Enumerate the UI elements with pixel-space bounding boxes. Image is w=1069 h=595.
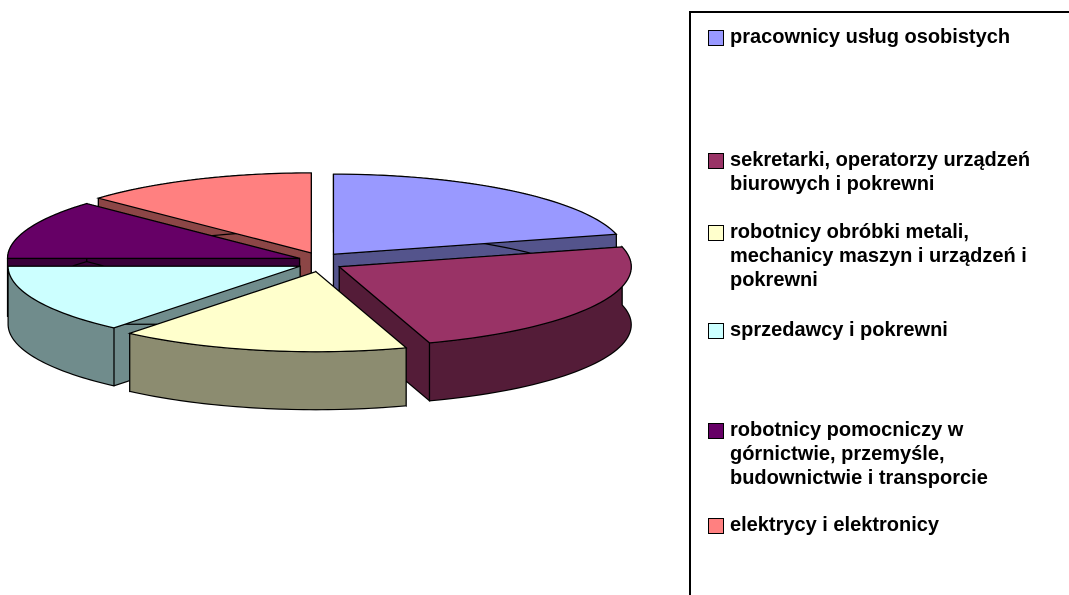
- legend-box: [689, 11, 1069, 595]
- legend-swatch: [708, 225, 724, 241]
- slice-top: [337, 246, 632, 344]
- slice: [127, 270, 408, 411]
- legend-swatch: [708, 30, 724, 46]
- slice-top: [7, 265, 301, 329]
- legend-entry: sekretarki, operatorzy urządzeń biurowyc…: [708, 148, 1068, 196]
- legend-label: sprzedawcy i pokrewni: [730, 319, 948, 341]
- legend-label: robotnicy obróbki metali, mechanicy masz…: [730, 221, 1027, 291]
- slice-top: [6, 202, 300, 259]
- legend-swatch: [708, 423, 724, 439]
- legend-label: elektrycy i elektronicy: [730, 514, 940, 536]
- legend-swatch: [708, 323, 724, 339]
- legend-entry: robotnicy pomocniczy w górnictwie, przem…: [708, 418, 1068, 490]
- slice-top: [127, 271, 408, 353]
- slice-top: [96, 172, 312, 254]
- legend-label: pracownicy usług osobistych: [730, 26, 1011, 48]
- legend-entry: sprzedawcy i pokrewni: [708, 318, 1068, 342]
- legend-swatch: [708, 153, 724, 169]
- legend-entry: elektrycy i elektronicy: [708, 513, 1068, 537]
- legend-label: sekretarki, operatorzy urządzeń biurowyc…: [730, 149, 1031, 195]
- legend-label: robotnicy pomocniczy w górnictwie, przem…: [730, 419, 988, 489]
- legend-entry: pracownicy usług osobistych: [708, 25, 1068, 49]
- legend-swatch: [708, 518, 724, 534]
- slice-top: [332, 173, 618, 255]
- legend-entry: robotnicy obróbki metali, mechanicy masz…: [708, 220, 1068, 292]
